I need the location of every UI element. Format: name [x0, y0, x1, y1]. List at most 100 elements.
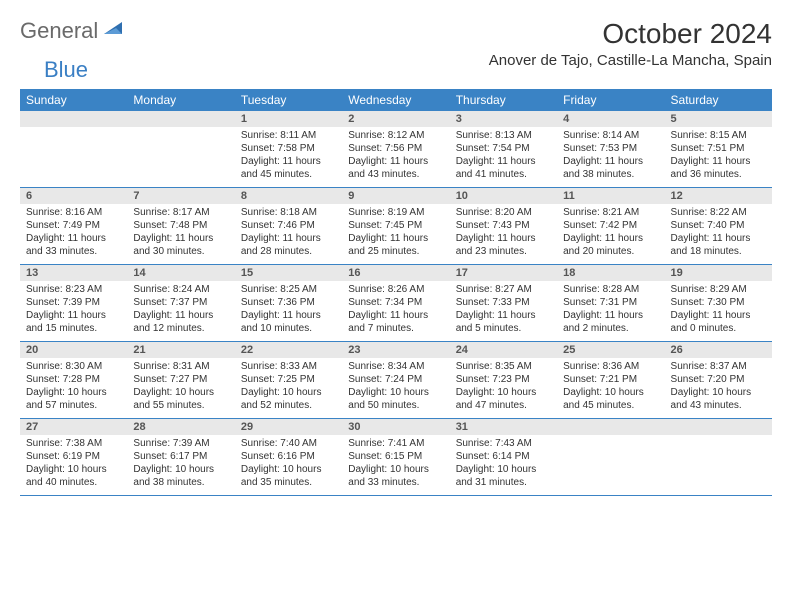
- calendar-day-cell: 26 Sunrise: 8:37 AMSunset: 7:20 PMDayligh…: [665, 342, 772, 419]
- sunset-line: Sunset: 6:14 PM: [456, 450, 551, 463]
- day-number: 17: [450, 265, 557, 281]
- calendar-day-cell: 15Sunrise: 8:25 AMSunset: 7:36 PMDayligh…: [235, 265, 342, 342]
- sunset-line: Sunset: 7:48 PM: [133, 219, 228, 232]
- day-number: [557, 419, 664, 435]
- sunset-line: Sunset: 7:31 PM: [563, 296, 658, 309]
- day-body: Sunrise: 8:23 AMSunset: 7:39 PMDaylight:…: [20, 281, 127, 341]
- sunrise-line: Sunrise: 7:41 AM: [348, 437, 443, 450]
- sunrise-line: Sunrise: 8:25 AM: [241, 283, 336, 296]
- day-number: 27: [20, 419, 127, 435]
- calendar-day-cell: 19Sunrise: 8:29 AMSunset: 7:30 PMDayligh…: [665, 265, 772, 342]
- daylight-line: Daylight: 11 hours and 36 minutes.: [671, 155, 766, 181]
- sunrise-line: Sunrise: 8:33 AM: [241, 360, 336, 373]
- day-number: 7: [127, 188, 234, 204]
- sunrise-line: Sunrise: 8:12 AM: [348, 129, 443, 142]
- day-body: Sunrise: 8:19 AMSunset: 7:45 PMDaylight:…: [342, 204, 449, 264]
- calendar-day-cell: 30Sunrise: 7:41 AMSunset: 6:15 PMDayligh…: [342, 419, 449, 496]
- sunrise-line: Sunrise: 7:40 AM: [241, 437, 336, 450]
- day-body: Sunrise: 7:39 AMSunset: 6:17 PMDaylight:…: [127, 435, 234, 495]
- day-body: Sunrise: 8:13 AMSunset: 7:54 PMDaylight:…: [450, 127, 557, 187]
- calendar-day-cell: 20Sunrise: 8:30 AMSunset: 7:28 PMDayligh…: [20, 342, 127, 419]
- sunrise-line: Sunrise: 8:37 AM: [671, 360, 766, 373]
- daylight-line: Daylight: 11 hours and 43 minutes.: [348, 155, 443, 181]
- sunrise-line: Sunrise: 8:26 AM: [348, 283, 443, 296]
- sunrise-line: Sunrise: 7:39 AM: [133, 437, 228, 450]
- day-body: Sunrise: 8:26 AMSunset: 7:34 PMDaylight:…: [342, 281, 449, 341]
- calendar-day-cell: 24Sunrise: 8:35 AMSunset: 7:23 PMDayligh…: [450, 342, 557, 419]
- sunrise-line: Sunrise: 8:22 AM: [671, 206, 766, 219]
- sunset-line: Sunset: 7:53 PM: [563, 142, 658, 155]
- day-number: 13: [20, 265, 127, 281]
- sunset-line: Sunset: 7:37 PM: [133, 296, 228, 309]
- calendar-day-cell: 17Sunrise: 8:27 AMSunset: 7:33 PMDayligh…: [450, 265, 557, 342]
- calendar-day-cell: 27Sunrise: 7:38 AMSunset: 6:19 PMDayligh…: [20, 419, 127, 496]
- sunset-line: Sunset: 7:30 PM: [671, 296, 766, 309]
- sunset-line: Sunset: 7:40 PM: [671, 219, 766, 232]
- day-body: Sunrise: 8:31 AMSunset: 7:27 PMDaylight:…: [127, 358, 234, 418]
- sunrise-line: Sunrise: 8:29 AM: [671, 283, 766, 296]
- daylight-line: Daylight: 11 hours and 18 minutes.: [671, 232, 766, 258]
- day-number: 26: [665, 342, 772, 358]
- month-title: October 2024: [489, 18, 772, 50]
- sunset-line: Sunset: 7:20 PM: [671, 373, 766, 386]
- day-number: 5: [665, 111, 772, 127]
- day-body: Sunrise: 8:22 AMSunset: 7:40 PMDaylight:…: [665, 204, 772, 264]
- sunrise-line: Sunrise: 8:30 AM: [26, 360, 121, 373]
- day-number: 30: [342, 419, 449, 435]
- day-body: Sunrise: 7:38 AMSunset: 6:19 PMDaylight:…: [20, 435, 127, 495]
- sunset-line: Sunset: 7:33 PM: [456, 296, 551, 309]
- sunset-line: Sunset: 7:46 PM: [241, 219, 336, 232]
- daylight-line: Daylight: 11 hours and 7 minutes.: [348, 309, 443, 335]
- day-body: Sunrise: 8:14 AMSunset: 7:53 PMDaylight:…: [557, 127, 664, 187]
- daylight-line: Daylight: 11 hours and 20 minutes.: [563, 232, 658, 258]
- day-number: [20, 111, 127, 127]
- sunset-line: Sunset: 6:15 PM: [348, 450, 443, 463]
- day-body: Sunrise: 8:18 AMSunset: 7:46 PMDaylight:…: [235, 204, 342, 264]
- sunrise-line: Sunrise: 7:43 AM: [456, 437, 551, 450]
- sunset-line: Sunset: 7:42 PM: [563, 219, 658, 232]
- calendar-day-cell: 16Sunrise: 8:26 AMSunset: 7:34 PMDayligh…: [342, 265, 449, 342]
- sunrise-line: Sunrise: 8:15 AM: [671, 129, 766, 142]
- calendar-empty-cell: [665, 419, 772, 496]
- day-number: 25: [557, 342, 664, 358]
- weekday-header: Friday: [557, 89, 664, 111]
- calendar-week-row: 1Sunrise: 8:11 AMSunset: 7:58 PMDaylight…: [20, 111, 772, 188]
- day-body: Sunrise: 8:36 AMSunset: 7:21 PMDaylight:…: [557, 358, 664, 418]
- daylight-line: Daylight: 11 hours and 25 minutes.: [348, 232, 443, 258]
- daylight-line: Daylight: 11 hours and 0 minutes.: [671, 309, 766, 335]
- sunset-line: Sunset: 7:23 PM: [456, 373, 551, 386]
- sunset-line: Sunset: 7:45 PM: [348, 219, 443, 232]
- daylight-line: Daylight: 11 hours and 30 minutes.: [133, 232, 228, 258]
- daylight-line: Daylight: 11 hours and 5 minutes.: [456, 309, 551, 335]
- calendar-day-cell: 31Sunrise: 7:43 AMSunset: 6:14 PMDayligh…: [450, 419, 557, 496]
- daylight-line: Daylight: 10 hours and 38 minutes.: [133, 463, 228, 489]
- sunrise-line: Sunrise: 8:21 AM: [563, 206, 658, 219]
- weekday-header: Thursday: [450, 89, 557, 111]
- daylight-line: Daylight: 10 hours and 43 minutes.: [671, 386, 766, 412]
- daylight-line: Daylight: 11 hours and 12 minutes.: [133, 309, 228, 335]
- sunset-line: Sunset: 7:58 PM: [241, 142, 336, 155]
- day-body: Sunrise: 8:16 AMSunset: 7:49 PMDaylight:…: [20, 204, 127, 264]
- day-number: [665, 419, 772, 435]
- sunrise-line: Sunrise: 8:19 AM: [348, 206, 443, 219]
- daylight-line: Daylight: 10 hours and 40 minutes.: [26, 463, 121, 489]
- daylight-line: Daylight: 10 hours and 31 minutes.: [456, 463, 551, 489]
- sunset-line: Sunset: 7:51 PM: [671, 142, 766, 155]
- sunset-line: Sunset: 7:56 PM: [348, 142, 443, 155]
- sunrise-line: Sunrise: 8:34 AM: [348, 360, 443, 373]
- day-number: 31: [450, 419, 557, 435]
- day-body: Sunrise: 7:43 AMSunset: 6:14 PMDaylight:…: [450, 435, 557, 495]
- calendar-day-cell: 11Sunrise: 8:21 AMSunset: 7:42 PMDayligh…: [557, 188, 664, 265]
- calendar-empty-cell: [127, 111, 234, 188]
- calendar-week-row: 20Sunrise: 8:30 AMSunset: 7:28 PMDayligh…: [20, 342, 772, 419]
- calendar-empty-cell: [557, 419, 664, 496]
- sunset-line: Sunset: 6:16 PM: [241, 450, 336, 463]
- calendar-day-cell: 25Sunrise: 8:36 AMSunset: 7:21 PMDayligh…: [557, 342, 664, 419]
- day-number: 10: [450, 188, 557, 204]
- sunrise-line: Sunrise: 8:14 AM: [563, 129, 658, 142]
- weekday-header: Sunday: [20, 89, 127, 111]
- sunrise-line: Sunrise: 7:38 AM: [26, 437, 121, 450]
- day-body: Sunrise: 8:35 AMSunset: 7:23 PMDaylight:…: [450, 358, 557, 418]
- daylight-line: Daylight: 11 hours and 33 minutes.: [26, 232, 121, 258]
- calendar-week-row: 13Sunrise: 8:23 AMSunset: 7:39 PMDayligh…: [20, 265, 772, 342]
